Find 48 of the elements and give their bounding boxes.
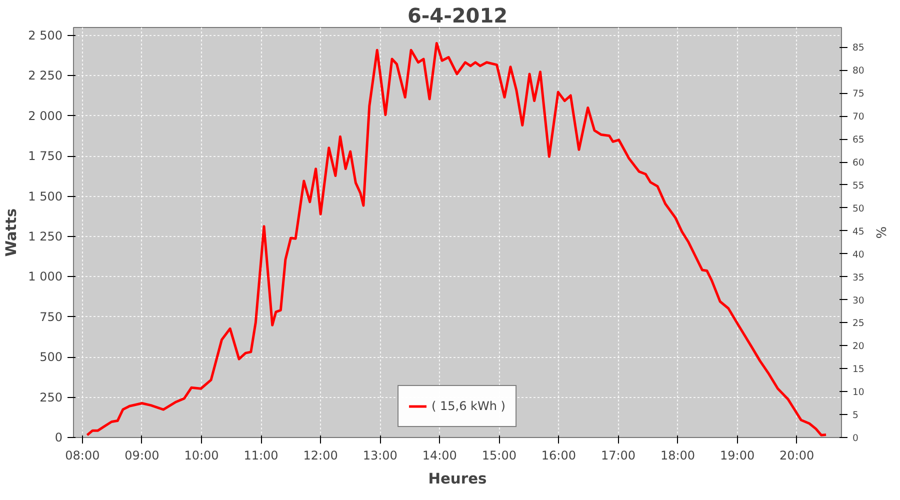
x-tick-label: 12:00 (303, 448, 338, 462)
y2-tick-label: 80 (852, 66, 864, 77)
y-tick-label: 2 000 (28, 108, 63, 123)
y-tick-label: 750 (40, 310, 62, 324)
x-tick-label: 10:00 (184, 448, 219, 462)
y2-tick-label: 5 (852, 410, 858, 422)
x-tick-label: 08:00 (65, 448, 100, 462)
y-tick-label: 1 250 (28, 230, 63, 244)
x-tick-label: 15:00 (482, 448, 516, 462)
y2-tick-label: 35 (852, 272, 864, 284)
x-tick-label: 18:00 (660, 448, 696, 462)
y-tick-label: 250 (40, 390, 62, 404)
legend-label: ( 15,6 kWh ) (432, 399, 506, 413)
y-tick-label: 2 500 (28, 28, 63, 43)
y2-tick-label: 50 (852, 203, 864, 214)
x-tick-label: 20:00 (780, 448, 814, 462)
x-tick-label: 09:00 (124, 448, 160, 462)
y-tick-label: 1 000 (28, 270, 63, 284)
y2-tick-label: 25 (852, 318, 864, 330)
y2-axis-title: % (872, 226, 888, 239)
y-tick-label: 1 750 (28, 149, 63, 164)
y2-tick-label: 30 (852, 295, 864, 306)
line-series (86, 42, 828, 436)
y2-tick-label: 0 (852, 433, 858, 444)
y2-tick-label: 85 (852, 42, 864, 54)
y2-tick-label: 60 (852, 158, 864, 169)
chart-title: 6-4-2012 (407, 4, 508, 28)
x-axis-title: Heures (428, 470, 488, 488)
y2-tick-label: 65 (852, 134, 864, 146)
x-tick-label: 17:00 (600, 448, 636, 462)
y-tick-label: 2 250 (28, 68, 63, 83)
y2-tick-label: 15 (852, 364, 864, 376)
x-tick-label: 19:00 (720, 448, 755, 462)
y-axis-title: Watts (3, 208, 20, 257)
y-tick-label: 500 (40, 350, 62, 364)
y2-tick-label: 75 (852, 88, 864, 100)
y2-tick-label: 70 (852, 112, 864, 123)
x-tick-label: 11:00 (244, 448, 278, 462)
x-tick-label: 16:00 (541, 448, 576, 462)
y-tick-label: 1 500 (28, 189, 63, 204)
y2-tick-label: 45 (852, 226, 864, 238)
x-tick-label: 13:00 (362, 448, 398, 462)
y2-tick-label: 10 (852, 387, 864, 398)
y2-tick-label: 40 (852, 249, 864, 260)
y2-tick-label: 55 (852, 180, 864, 192)
y2-tick-label: 20 (852, 341, 864, 352)
y-tick-label: 0 (54, 430, 63, 444)
x-tick-label: 14:00 (422, 448, 457, 462)
